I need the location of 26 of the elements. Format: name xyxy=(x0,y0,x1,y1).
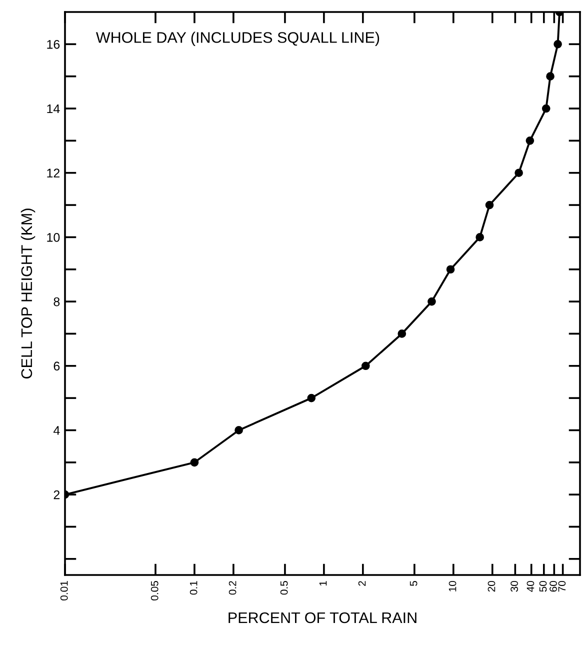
y-tick-label: 6 xyxy=(54,362,60,371)
y-tick-label: 14 xyxy=(47,104,60,114)
y-tick-label: 10 xyxy=(47,233,60,242)
x-tick-label: 50 xyxy=(539,580,547,592)
x-tick-label: 1 xyxy=(319,581,327,586)
x-tick-label: 0.1 xyxy=(190,581,198,595)
x-tick-label: 5 xyxy=(410,580,418,586)
y-tick-label: 16 xyxy=(47,40,60,49)
x-tick-label: 20 xyxy=(488,580,496,592)
y-tick-label: 2 xyxy=(54,490,60,500)
x-tick-label: 0.05 xyxy=(150,580,158,600)
x-tick-label: 0.2 xyxy=(228,581,236,595)
x-tick-label: 0.5 xyxy=(280,580,288,595)
x-axis-title: PERCENT OF TOTAL RAIN xyxy=(228,612,416,624)
y-tick-label: 8 xyxy=(54,297,60,306)
text: WHOLE DAY (INCLUDES SQUALL LINE) xyxy=(96,32,380,46)
y-axis-title: CELL TOP HEIGHT (KM) xyxy=(20,208,36,378)
x-tick-label: 30 xyxy=(510,580,518,592)
x-tick-label: 0.01 xyxy=(60,581,68,600)
y-tick-label: 12 xyxy=(47,168,60,178)
x-tick-label: 70 xyxy=(558,580,566,592)
x-tick-label: 2 xyxy=(358,581,366,586)
x-tick-label: 60 xyxy=(550,580,557,592)
x-tick-label: 40 xyxy=(526,580,534,592)
x-tick-label: 10 xyxy=(448,580,456,592)
y-tick-label: 4 xyxy=(53,426,60,435)
